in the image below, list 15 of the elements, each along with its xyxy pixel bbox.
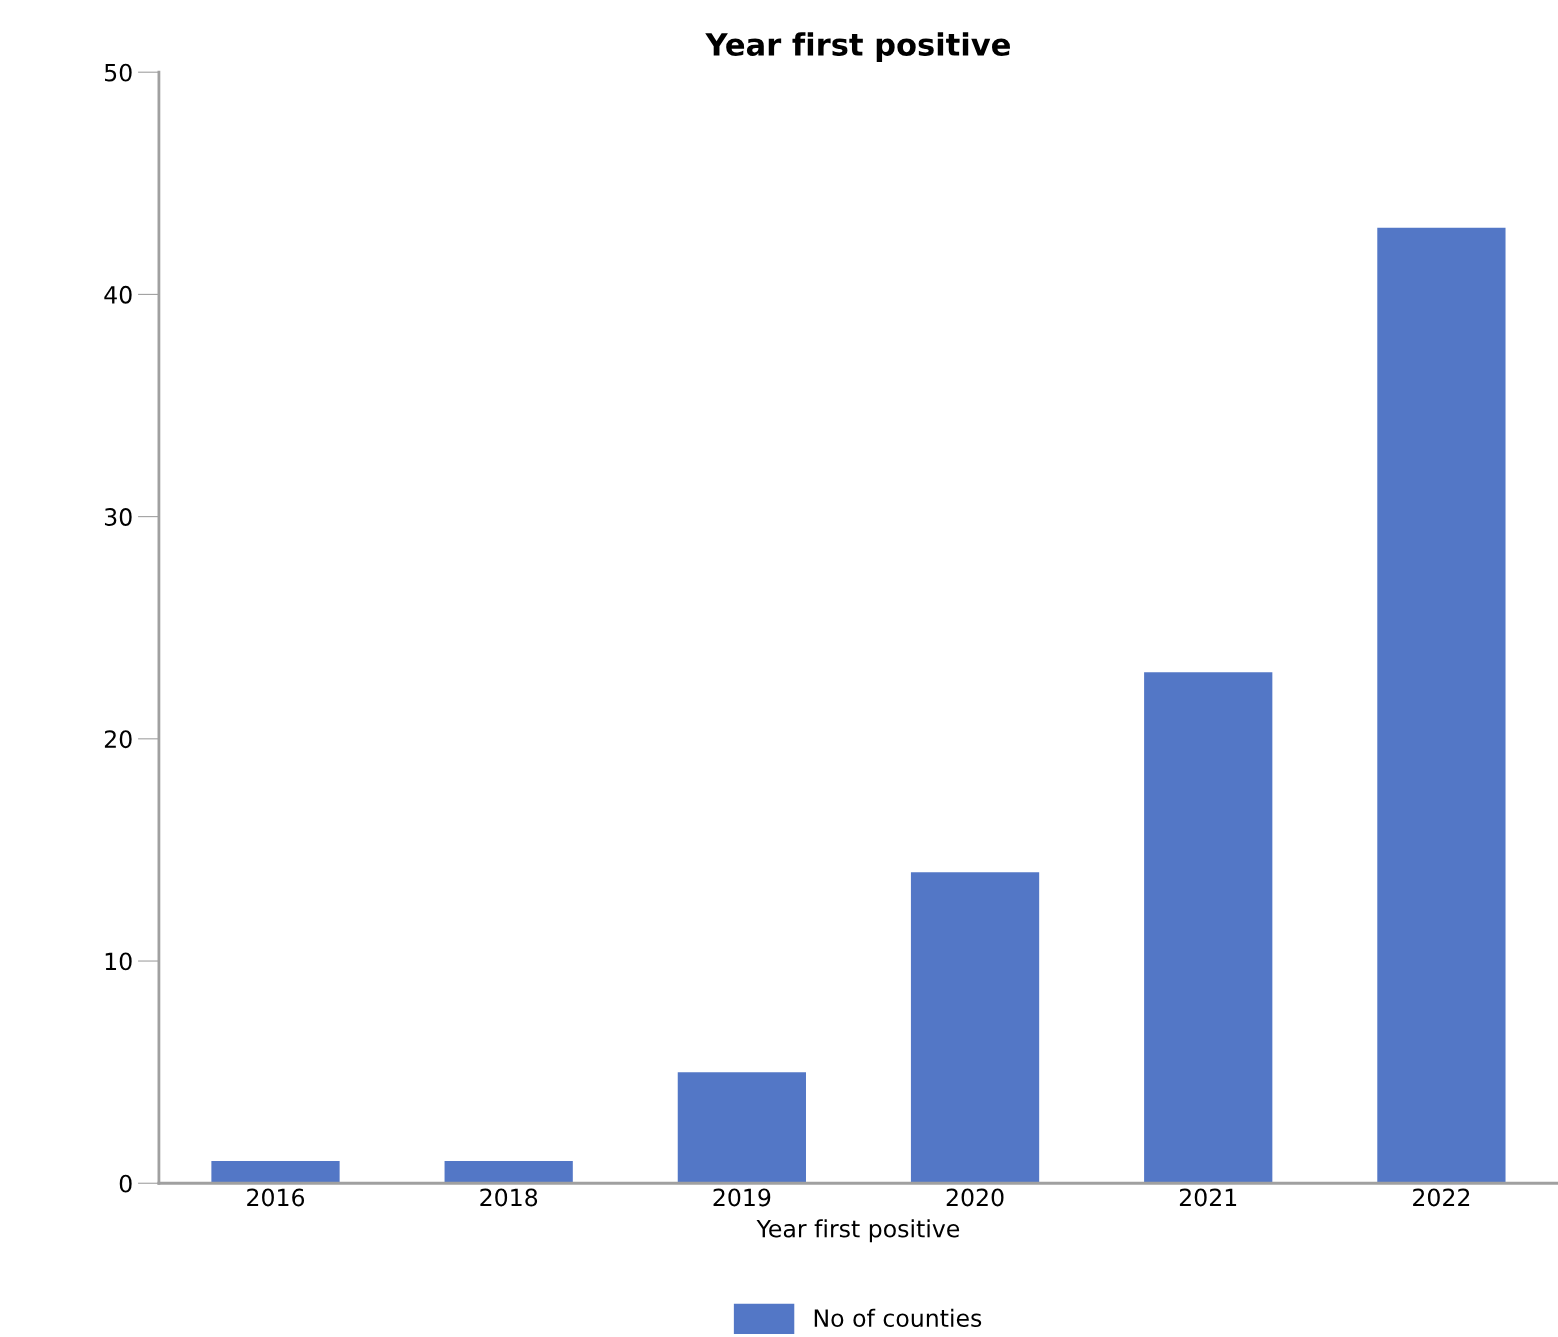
y-tick-label: 0 <box>119 1174 132 1193</box>
x-tick-label: 2016 <box>247 1188 305 1207</box>
x-tick-label: 2019 <box>713 1188 771 1207</box>
x-tick-label: 2022 <box>1413 1188 1470 1207</box>
y-tick-label: 40 <box>104 285 132 304</box>
x-tick-label: 2021 <box>1179 1188 1237 1207</box>
y-tick-label: 30 <box>104 508 132 526</box>
x-tick-label: 2020 <box>946 1188 1004 1207</box>
x-tick-label: 2018 <box>480 1188 538 1207</box>
y-tick-label: 50 <box>105 63 132 82</box>
legend-label: No of counties <box>814 1308 982 1328</box>
x-axis-title: Year first positive <box>756 1219 960 1243</box>
chart-title: Year first positive <box>705 32 1010 62</box>
y-tick-label: 20 <box>104 730 132 749</box>
y-tick-label: 10 <box>105 952 132 971</box>
